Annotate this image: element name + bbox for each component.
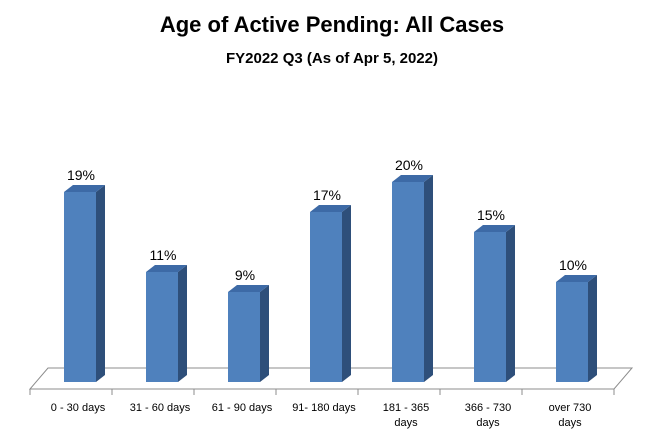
value-label: 15% — [477, 207, 505, 223]
x-tick-label: 181 - 365 — [383, 402, 429, 414]
x-tick-label: 61 - 90 days — [212, 402, 273, 414]
bar — [64, 185, 105, 382]
bar-front — [474, 232, 506, 382]
bar-top — [556, 275, 597, 282]
bar-top — [64, 185, 105, 192]
bar-top — [146, 265, 187, 272]
bar-top — [310, 205, 351, 212]
bars-group — [64, 175, 597, 382]
chart-floor — [28, 367, 634, 395]
x-tick-label: 91- 180 days — [292, 402, 356, 414]
x-tick-label: over 730 — [549, 402, 592, 414]
x-tick-label: days — [476, 417, 500, 429]
value-label: 10% — [559, 257, 587, 273]
bar-front — [146, 272, 178, 382]
bar-side — [260, 285, 269, 382]
bar-side — [506, 225, 515, 382]
bar-top — [474, 225, 515, 232]
bar — [392, 175, 433, 382]
value-label: 17% — [313, 187, 341, 203]
bar-front — [392, 182, 424, 382]
bar-front — [228, 292, 260, 382]
bar-front — [64, 192, 96, 382]
bar — [474, 225, 515, 382]
x-tick-label: 366 - 730 — [465, 402, 511, 414]
bar — [228, 285, 269, 382]
value-labels-group: 19% 11% 9% 17% 20% 15% 10% — [67, 157, 587, 283]
bar-top — [392, 175, 433, 182]
x-tick-label: days — [558, 417, 582, 429]
bar-top — [228, 285, 269, 292]
bar-side — [96, 185, 105, 382]
bar — [556, 275, 597, 382]
bar-front — [556, 282, 588, 382]
bar-side — [588, 275, 597, 382]
bar-side — [342, 205, 351, 382]
bar-front — [310, 212, 342, 382]
value-label: 11% — [150, 247, 177, 263]
value-label: 20% — [395, 157, 423, 173]
value-label: 9% — [235, 267, 255, 283]
floor-plane — [28, 367, 634, 390]
value-label: 19% — [67, 167, 95, 183]
chart-subtitle: FY2022 Q3 (As of Apr 5, 2022) — [226, 50, 438, 67]
x-tick-label: days — [394, 417, 418, 429]
bar-side — [178, 265, 187, 382]
x-tick-labels-group: 0 - 30 days 31 - 60 days 61 - 90 days 91- 1… — [51, 402, 592, 429]
bar — [146, 265, 187, 382]
x-tick-label: 0 - 30 days — [51, 402, 106, 414]
x-tick-label: 31 - 60 days — [130, 402, 191, 414]
bar-side — [424, 175, 433, 382]
chart-title: Age of Active Pending: All Cases — [160, 12, 504, 37]
bar — [310, 205, 351, 382]
